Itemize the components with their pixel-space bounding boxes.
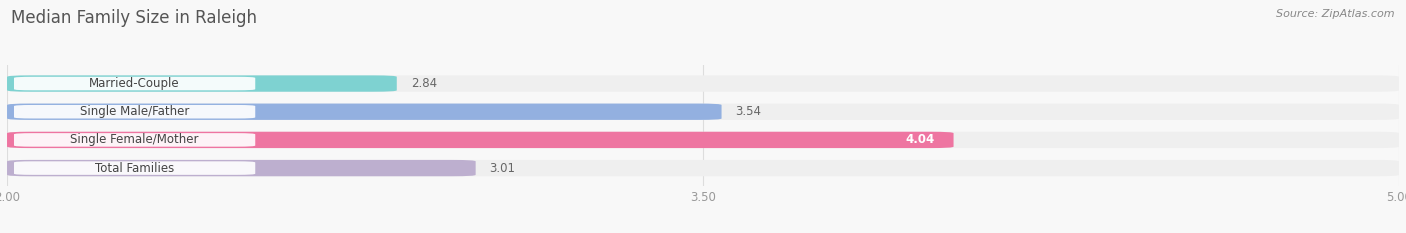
Text: Source: ZipAtlas.com: Source: ZipAtlas.com [1277, 9, 1395, 19]
FancyBboxPatch shape [7, 75, 396, 92]
Text: Single Female/Mother: Single Female/Mother [70, 134, 198, 146]
Text: 2.84: 2.84 [411, 77, 437, 90]
Text: 3.01: 3.01 [489, 161, 516, 175]
Text: Married-Couple: Married-Couple [90, 77, 180, 90]
FancyBboxPatch shape [7, 132, 953, 148]
Text: 4.04: 4.04 [905, 134, 935, 146]
FancyBboxPatch shape [7, 132, 1399, 148]
FancyBboxPatch shape [14, 105, 256, 119]
FancyBboxPatch shape [14, 161, 256, 175]
FancyBboxPatch shape [7, 103, 721, 120]
FancyBboxPatch shape [14, 133, 256, 147]
FancyBboxPatch shape [14, 77, 256, 90]
FancyBboxPatch shape [7, 75, 1399, 92]
Text: Total Families: Total Families [96, 161, 174, 175]
Text: 3.54: 3.54 [735, 105, 762, 118]
FancyBboxPatch shape [7, 160, 475, 176]
Text: Single Male/Father: Single Male/Father [80, 105, 190, 118]
FancyBboxPatch shape [7, 103, 1399, 120]
Text: Median Family Size in Raleigh: Median Family Size in Raleigh [11, 9, 257, 27]
FancyBboxPatch shape [7, 160, 1399, 176]
